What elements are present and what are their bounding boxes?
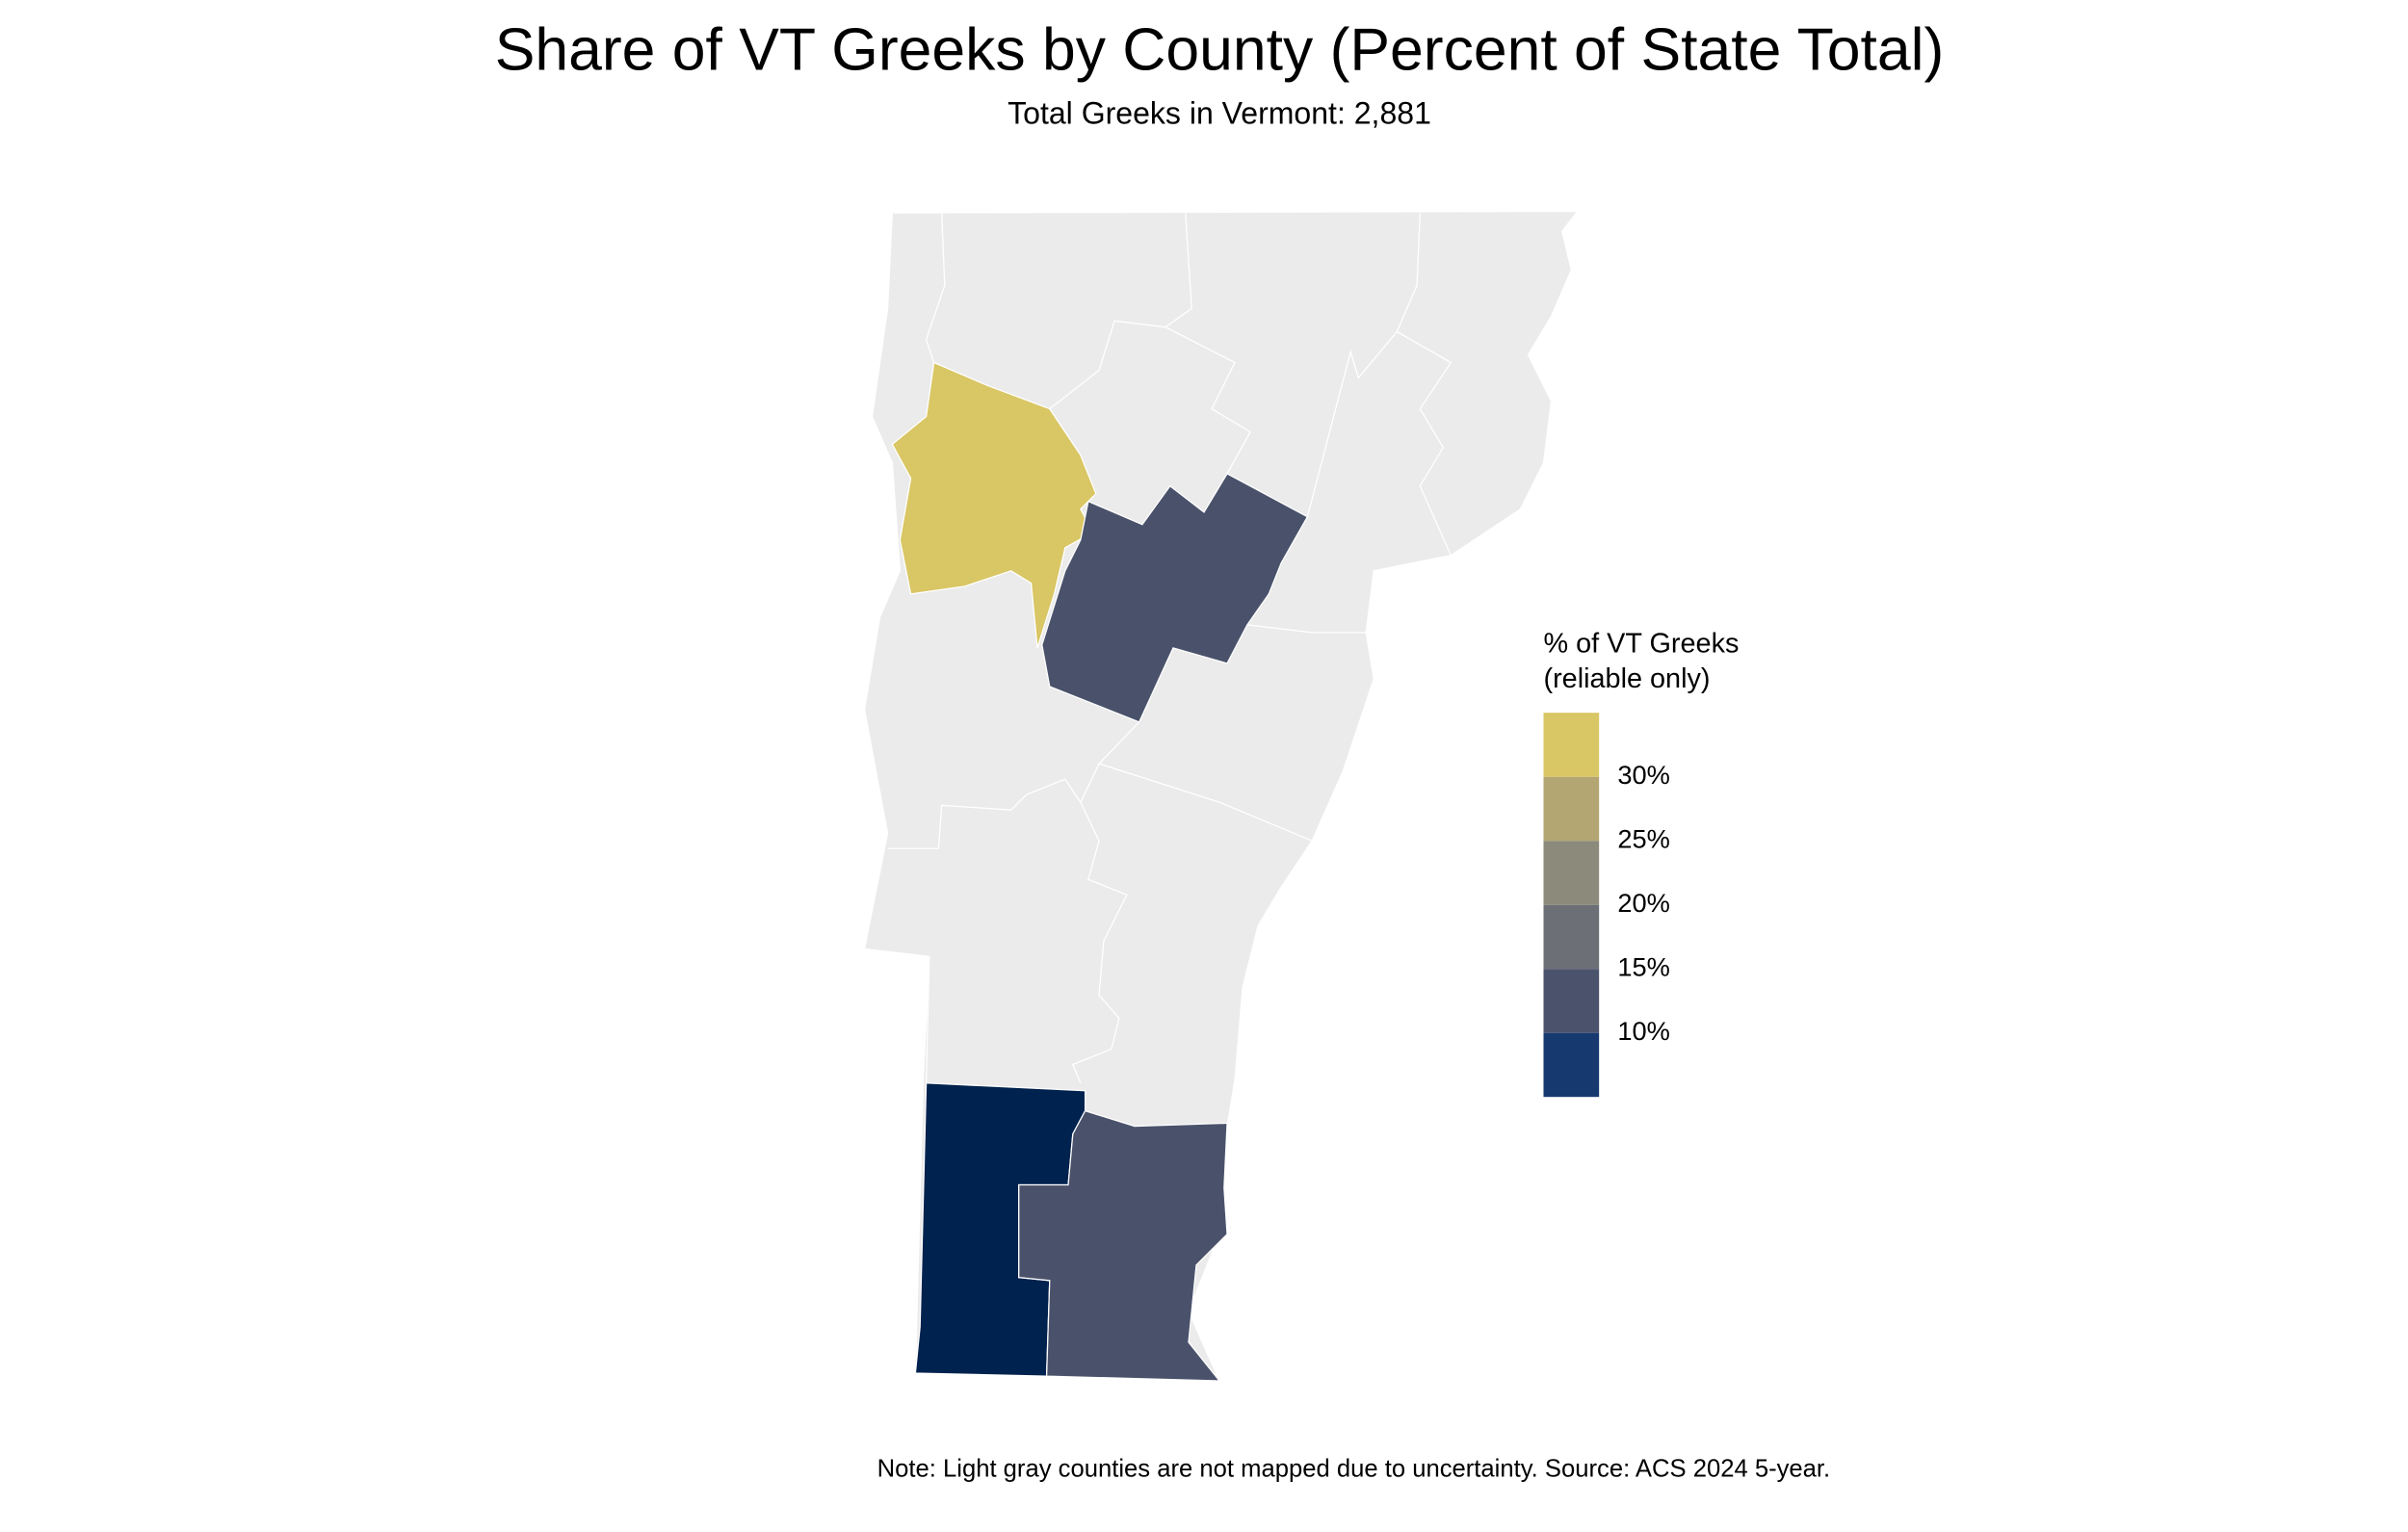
- county-border: [925, 213, 946, 363]
- mapped-counties: [891, 361, 1309, 1382]
- legend-swatch: [1543, 841, 1600, 905]
- county-border: [1396, 213, 1453, 557]
- county-border: [1165, 326, 1251, 475]
- legend-swatch: [1543, 904, 1600, 970]
- legend-swatch: [1543, 969, 1600, 1033]
- legend-title: % of VT Greeks: [1543, 628, 1739, 659]
- legend: 10% 15% 20% 25% 30%: [1543, 713, 1670, 1098]
- county-border: [925, 956, 930, 1083]
- legend-swatch: [1543, 713, 1600, 777]
- chart-subtitle: Total Greeks in Vermont: 2,881: [1008, 96, 1431, 131]
- county-region: [1018, 1109, 1228, 1382]
- chart-title: Share of VT Greeks by County (Percent of…: [495, 16, 1945, 84]
- chart-note: Note: Light gray counties are not mapped…: [877, 1456, 1831, 1483]
- county-border: [1246, 624, 1367, 634]
- county-region: [891, 361, 1097, 649]
- county-border: [887, 721, 1140, 849]
- legend-title: (reliable only): [1543, 663, 1710, 694]
- county-border: [1098, 763, 1313, 842]
- legend-tick-label: 20%: [1617, 888, 1669, 918]
- county-border: [1049, 213, 1192, 410]
- legend-tick-label: 25%: [1617, 823, 1669, 853]
- county-border: [1306, 331, 1398, 517]
- legend-swatch: [1543, 1032, 1600, 1098]
- legend-tick-label: 30%: [1617, 760, 1669, 790]
- legend-swatch: [1543, 776, 1600, 842]
- legend-tick-label: 10%: [1617, 1016, 1669, 1046]
- county-border: [1071, 801, 1128, 1084]
- county-region: [1041, 473, 1309, 723]
- legend-tick-label: 15%: [1617, 951, 1669, 981]
